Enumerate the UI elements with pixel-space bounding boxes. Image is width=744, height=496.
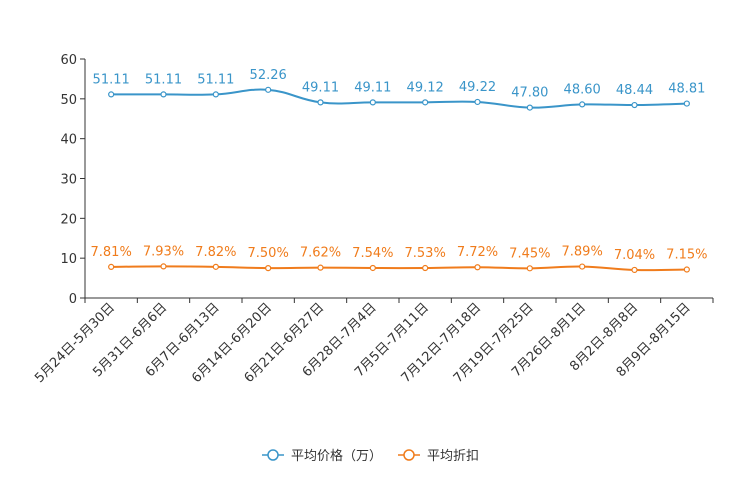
y-tick-label: 50 (60, 93, 77, 108)
data-label: 48.44 (616, 83, 653, 98)
data-point[interactable] (526, 265, 533, 272)
data-point[interactable] (526, 104, 533, 111)
data-label: 48.81 (668, 82, 705, 97)
data-label: 7.62% (300, 246, 341, 261)
data-point[interactable] (212, 263, 219, 270)
data-point[interactable] (422, 264, 429, 272)
data-point[interactable] (108, 263, 115, 270)
data-point[interactable] (369, 99, 376, 106)
data-point[interactable] (160, 263, 167, 270)
data-point[interactable] (683, 100, 690, 107)
data-point[interactable] (317, 99, 324, 106)
data-point[interactable] (265, 265, 272, 272)
legend-label-1[interactable]: 平均折扣 (427, 449, 479, 464)
data-label: 7.54% (352, 246, 393, 261)
data-label: 7.45% (509, 246, 550, 261)
data-label: 47.80 (511, 86, 548, 101)
data-label: 7.72% (457, 245, 498, 260)
data-label: 7.50% (248, 246, 289, 261)
data-point[interactable] (631, 101, 638, 109)
data-point[interactable] (369, 264, 376, 272)
data-label: 51.11 (93, 72, 130, 87)
series-line-1 (111, 265, 687, 272)
data-point[interactable] (317, 264, 324, 271)
y-tick-label: 60 (60, 53, 77, 68)
data-point[interactable] (474, 98, 481, 106)
data-point[interactable] (579, 263, 586, 270)
data-label: 7.53% (405, 246, 446, 261)
data-point[interactable] (108, 91, 115, 98)
data-label: 7.93% (143, 244, 184, 259)
data-point[interactable] (422, 99, 429, 106)
data-label: 49.12 (407, 80, 444, 95)
data-label: 7.15% (666, 248, 707, 263)
data-label: 49.22 (459, 80, 496, 95)
legend-marker-1[interactable] (403, 449, 415, 461)
y-tick-label: 30 (60, 173, 77, 188)
data-label: 7.89% (562, 245, 603, 260)
data-label: 51.11 (145, 72, 182, 87)
data-point[interactable] (160, 91, 167, 98)
data-label: 7.04% (614, 248, 655, 263)
data-point[interactable] (265, 86, 272, 93)
data-point[interactable] (579, 101, 586, 108)
y-tick-label: 20 (60, 212, 77, 227)
data-point[interactable] (212, 91, 219, 98)
legend-marker-0[interactable] (267, 449, 279, 461)
data-point[interactable] (631, 266, 638, 274)
series-line-0 (111, 88, 687, 109)
data-label: 7.82% (195, 245, 236, 260)
data-label: 7.81% (91, 245, 132, 260)
y-tick-label: 40 (60, 133, 77, 148)
data-label: 48.60 (564, 82, 601, 97)
y-tick-label: 10 (60, 252, 77, 267)
data-label: 49.11 (354, 80, 391, 95)
data-label: 51.11 (197, 72, 234, 87)
data-label: 52.26 (250, 68, 287, 83)
y-tick-label: 0 (69, 292, 77, 307)
data-point[interactable] (474, 264, 481, 271)
data-point[interactable] (683, 266, 690, 273)
legend-label-0[interactable]: 平均价格（万） (291, 448, 382, 464)
data-label: 49.11 (302, 80, 339, 95)
